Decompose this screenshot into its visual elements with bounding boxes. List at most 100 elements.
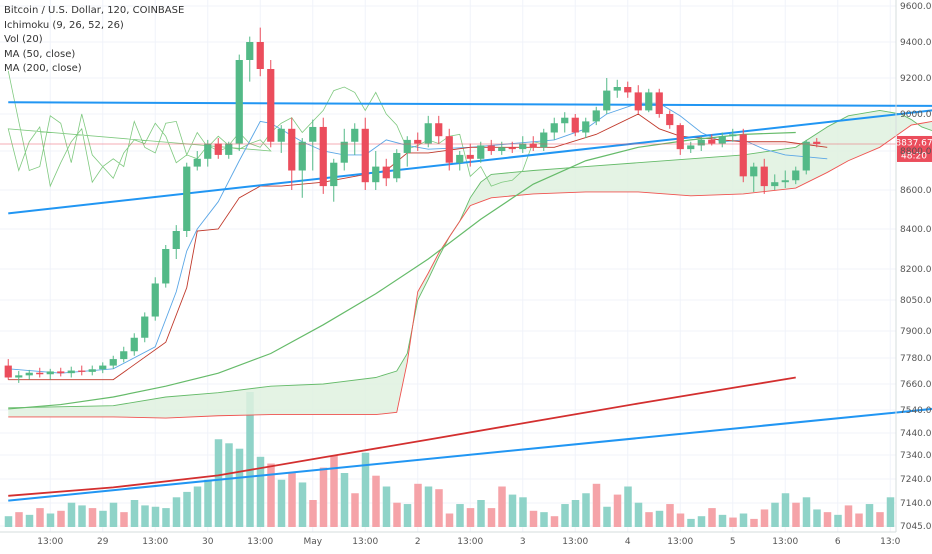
time-tick-label: 30	[202, 537, 214, 547]
time-tick-label: 13:00	[772, 537, 798, 547]
candle-body	[372, 167, 379, 183]
volume-bar	[750, 519, 758, 527]
candle-body	[414, 140, 421, 144]
indicator-ichimoku[interactable]: Ichimoku (9, 26, 52, 26)	[4, 19, 184, 34]
candle-body	[614, 87, 621, 91]
candle-body	[131, 338, 138, 352]
candle-body	[729, 134, 736, 136]
volume-bar	[215, 439, 223, 527]
indicator-volume[interactable]: Vol (20)	[4, 33, 184, 48]
volume-bar	[351, 493, 359, 527]
candle-body	[288, 129, 295, 171]
chart-legend: Bitcoin / U.S. Dollar, 120, COINBASE Ich…	[4, 4, 184, 77]
volume-bar	[278, 480, 286, 527]
candle-body	[488, 145, 495, 151]
time-tick-label: 13:00	[667, 537, 693, 547]
volume-bar	[572, 500, 580, 527]
candle-body	[162, 249, 169, 283]
symbol-title[interactable]: Bitcoin / U.S. Dollar, 120, COINBASE	[4, 4, 184, 19]
volume-bar	[708, 508, 716, 527]
candle-body	[26, 373, 33, 376]
candle-body	[78, 371, 85, 372]
volume-bar	[761, 509, 769, 527]
volume-bar	[183, 492, 191, 527]
volume-bar	[887, 497, 895, 527]
volume-bar	[383, 487, 391, 528]
volume-bar	[740, 514, 748, 528]
candle-body	[446, 136, 453, 163]
volume-bar	[47, 514, 55, 528]
time-tick-label: 13:00	[352, 537, 378, 547]
volume-bar	[152, 507, 160, 527]
indicator-ma200[interactable]: MA (200, close)	[4, 62, 184, 77]
candle-body	[666, 114, 673, 125]
volume-bar	[372, 476, 380, 527]
candle-body	[278, 129, 285, 142]
price-tick-label: 9600.00	[900, 2, 932, 12]
volume-bar	[614, 495, 622, 527]
volume-bar	[845, 505, 853, 527]
candle-body	[404, 140, 411, 153]
candle-body	[698, 140, 705, 146]
time-tick-label: 3	[520, 537, 526, 547]
volume-bar	[551, 516, 559, 527]
candle-body	[687, 145, 694, 149]
candle-body	[603, 91, 610, 111]
volume-bar	[162, 508, 170, 527]
candle-body	[803, 142, 810, 171]
price-tick-label: 8050.00	[900, 296, 932, 306]
volume-bar	[792, 503, 800, 527]
volume-bar	[561, 504, 569, 527]
price-tick-label: 9400.00	[900, 38, 932, 48]
candle-body	[740, 134, 747, 176]
candle-body	[509, 147, 516, 149]
time-tick-label: 2	[415, 537, 421, 547]
volume-bar	[498, 487, 506, 528]
volume-bar	[26, 515, 34, 527]
volume-bar	[656, 511, 664, 527]
time-tick-label: 4	[625, 537, 631, 547]
price-tick-label: 7900.00	[900, 327, 932, 337]
candle-body	[425, 123, 432, 143]
candle-body	[750, 167, 757, 177]
volume-bar	[110, 503, 118, 527]
volume-bar	[404, 504, 412, 527]
time-tick-label: May	[303, 537, 322, 547]
volume-bar	[719, 515, 727, 527]
volume-bar	[15, 512, 23, 527]
volume-bar	[414, 484, 422, 527]
candle-body	[456, 155, 463, 163]
volume-bar	[876, 512, 884, 527]
volume-bar	[78, 505, 86, 527]
indicator-ma50[interactable]: MA (50, close)	[4, 48, 184, 63]
candle-body	[467, 155, 474, 159]
candle-body	[141, 317, 148, 338]
volume-bar	[5, 516, 13, 527]
time-tick-label: 13:0	[880, 537, 900, 547]
price-tick-label: 7045.00	[900, 522, 932, 532]
volume-bar	[320, 468, 328, 527]
volume-bar	[288, 473, 296, 527]
volume-bar	[309, 500, 317, 527]
candle-body	[551, 123, 558, 132]
volume-bar	[645, 512, 653, 527]
chikou-span-line	[8, 71, 544, 186]
price-tick-label: 8800.00	[900, 147, 932, 157]
volume-bar	[89, 508, 97, 527]
volume-bar	[866, 504, 874, 527]
volume-bar	[435, 489, 443, 527]
volume-bar	[236, 449, 244, 527]
volume-bar	[173, 497, 181, 527]
candle-body	[110, 359, 117, 366]
volume-bar	[593, 484, 601, 527]
candle-body	[540, 133, 547, 148]
candle-body	[498, 147, 505, 151]
time-tick-label: 13:00	[247, 537, 273, 547]
candle-body	[99, 366, 106, 370]
candle-body	[257, 42, 264, 69]
volume-bar	[225, 443, 233, 527]
price-tick-label: 7440.00	[900, 429, 932, 439]
volume-bar	[687, 519, 695, 527]
